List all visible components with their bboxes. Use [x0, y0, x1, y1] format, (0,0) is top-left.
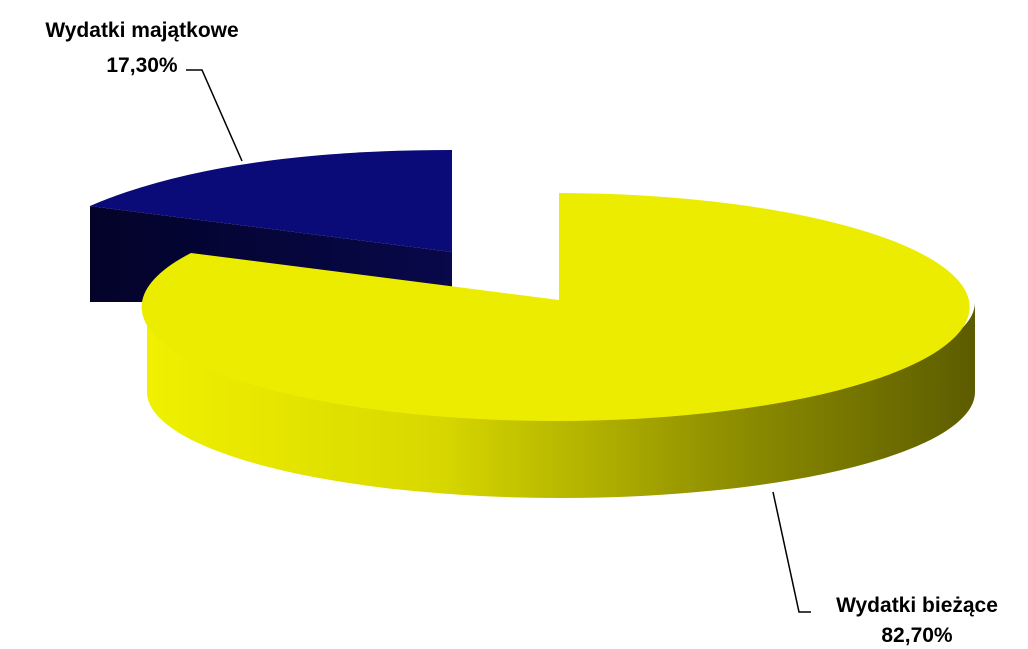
label-majatkowe-name: Wydatki majątkowe — [45, 19, 238, 42]
label-biezace-name: Wydatki bieżące — [836, 594, 998, 617]
slice-biezace-top — [141, 193, 970, 421]
slice-wydatki-biezace — [141, 193, 975, 498]
label-biezace-value: 82,70% — [881, 624, 953, 647]
slice-biezace-side — [147, 302, 975, 498]
label-majatkowe-value: 17,30% — [106, 54, 178, 77]
slice-majatkowe-top — [90, 150, 452, 252]
leader-line-biezace — [772, 491, 811, 613]
leader-line-majatkowe — [186, 69, 243, 162]
